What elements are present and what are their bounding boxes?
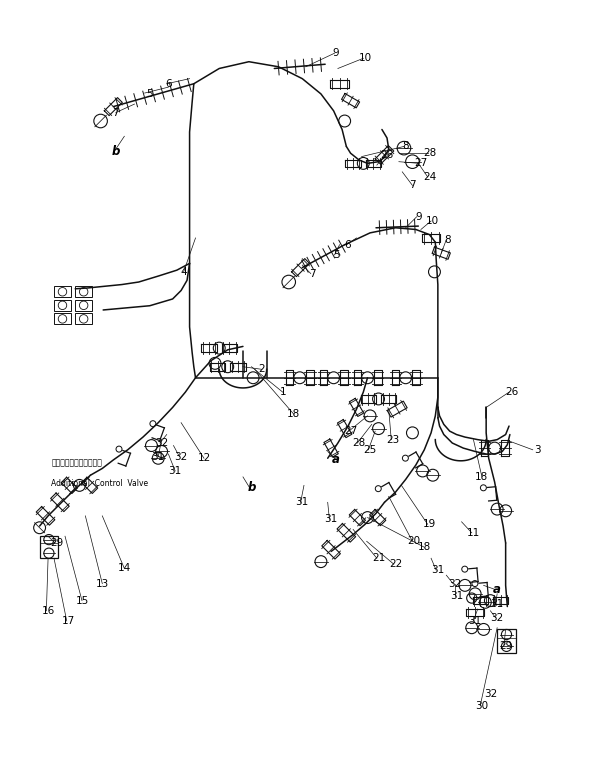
Text: 5: 5 [147, 89, 153, 99]
Text: 26: 26 [381, 150, 394, 160]
Text: 26: 26 [505, 387, 518, 397]
Text: 31: 31 [469, 616, 482, 626]
Text: 18: 18 [475, 472, 489, 482]
Text: 12: 12 [197, 453, 210, 463]
Text: 10: 10 [426, 216, 439, 226]
Text: 30: 30 [475, 701, 489, 711]
Text: 19: 19 [423, 520, 436, 529]
Text: 21: 21 [372, 553, 385, 563]
Text: 27: 27 [344, 426, 357, 436]
Text: 29: 29 [50, 538, 63, 548]
Text: 13: 13 [96, 578, 109, 589]
Text: 32: 32 [491, 613, 504, 623]
Bar [75, 299, 92, 311]
Bar [54, 313, 71, 325]
Text: 増設コントロールバルブ: 増設コントロールバルブ [51, 458, 102, 468]
Bar [54, 299, 71, 311]
Text: a: a [332, 454, 340, 467]
Text: 32: 32 [448, 578, 462, 589]
Text: 28: 28 [423, 148, 436, 158]
Text: 9: 9 [415, 212, 421, 222]
Text: 31: 31 [152, 452, 165, 461]
Text: 31: 31 [324, 514, 337, 524]
Text: 6: 6 [165, 79, 172, 89]
Text: 18: 18 [418, 542, 431, 552]
Text: 10: 10 [358, 53, 372, 63]
Text: 22: 22 [389, 559, 402, 569]
Text: b: b [112, 145, 120, 158]
Text: 20: 20 [408, 536, 421, 546]
Text: a: a [493, 583, 501, 596]
Text: Additional  Control  Valve: Additional Control Valve [51, 480, 148, 488]
Text: 31: 31 [296, 497, 309, 507]
Text: 7: 7 [409, 180, 415, 190]
Text: 31: 31 [431, 565, 444, 575]
Text: 6: 6 [345, 240, 351, 250]
Bar [54, 286, 71, 297]
Bar [75, 313, 92, 325]
Text: 15: 15 [75, 596, 89, 606]
Text: 8: 8 [402, 141, 409, 151]
Text: b: b [247, 481, 256, 494]
Text: 23: 23 [387, 435, 400, 445]
Text: 11: 11 [467, 528, 480, 538]
Text: 3: 3 [534, 445, 540, 455]
Text: 1: 1 [280, 387, 286, 397]
Text: 24: 24 [423, 172, 436, 182]
Text: 32: 32 [484, 689, 497, 699]
Text: 29: 29 [499, 641, 512, 652]
Text: 7: 7 [112, 108, 119, 118]
Text: 27: 27 [414, 158, 427, 168]
Bar [75, 286, 92, 297]
Text: 28: 28 [352, 438, 366, 448]
Text: 17: 17 [62, 616, 75, 626]
Text: 32: 32 [155, 438, 168, 448]
Text: 16: 16 [41, 606, 55, 616]
Text: 14: 14 [118, 563, 131, 574]
Text: 31: 31 [450, 591, 463, 601]
Text: 8: 8 [444, 235, 452, 244]
Text: 32: 32 [174, 452, 188, 461]
Text: 31: 31 [491, 599, 504, 609]
Text: 9: 9 [333, 48, 339, 58]
Text: 25: 25 [363, 445, 376, 455]
Text: 5: 5 [333, 250, 339, 260]
Text: 18: 18 [287, 410, 300, 419]
Text: 4: 4 [180, 267, 187, 277]
Text: 31: 31 [168, 466, 182, 476]
Text: 2: 2 [258, 364, 265, 374]
Text: 7: 7 [309, 268, 316, 279]
